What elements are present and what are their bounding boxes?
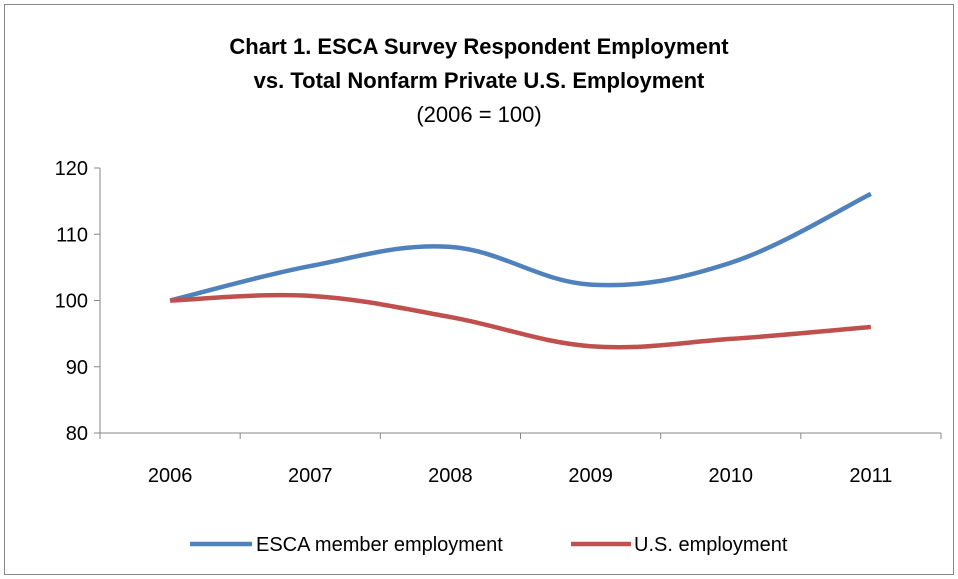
chart-subtitle: (2006 = 100): [416, 102, 542, 127]
legend-label-1: ESCA member employment: [256, 534, 503, 556]
y-tick-label: 90: [66, 357, 88, 379]
x-tick-label: 2011: [849, 465, 892, 487]
axes: 80 90 100 110 120 2006 2007 2008 2009 2010 2011: [55, 158, 942, 487]
chart-title-block: Chart 1. ESCA Survey Respondent Employme…: [0, 30, 958, 132]
x-tick-label: 2010: [709, 465, 754, 487]
x-tick-label: 2007: [288, 465, 333, 487]
legend-label-2: U.S. employment: [634, 534, 788, 556]
y-tick-label: 120: [55, 158, 88, 180]
series-line-2: [170, 292, 872, 350]
x-tick-label: 2008: [428, 465, 473, 487]
y-tick-label: 100: [55, 291, 88, 313]
x-tick-label: 2009: [568, 465, 613, 487]
series-lines: [169, 191, 872, 350]
y-tick-label: 80: [66, 423, 88, 445]
x-tick-label: 2006: [148, 465, 193, 487]
series-line-1: [169, 191, 872, 303]
y-tick-label: 110: [56, 224, 88, 246]
chart-title-line-2: vs. Total Nonfarm Private U.S. Employmen…: [253, 68, 705, 93]
chart-title-line-1: Chart 1. ESCA Survey Respondent Employme…: [229, 34, 729, 59]
legend: ESCA member employment U.S. employment: [190, 534, 788, 556]
chart-frame: [4, 4, 954, 575]
